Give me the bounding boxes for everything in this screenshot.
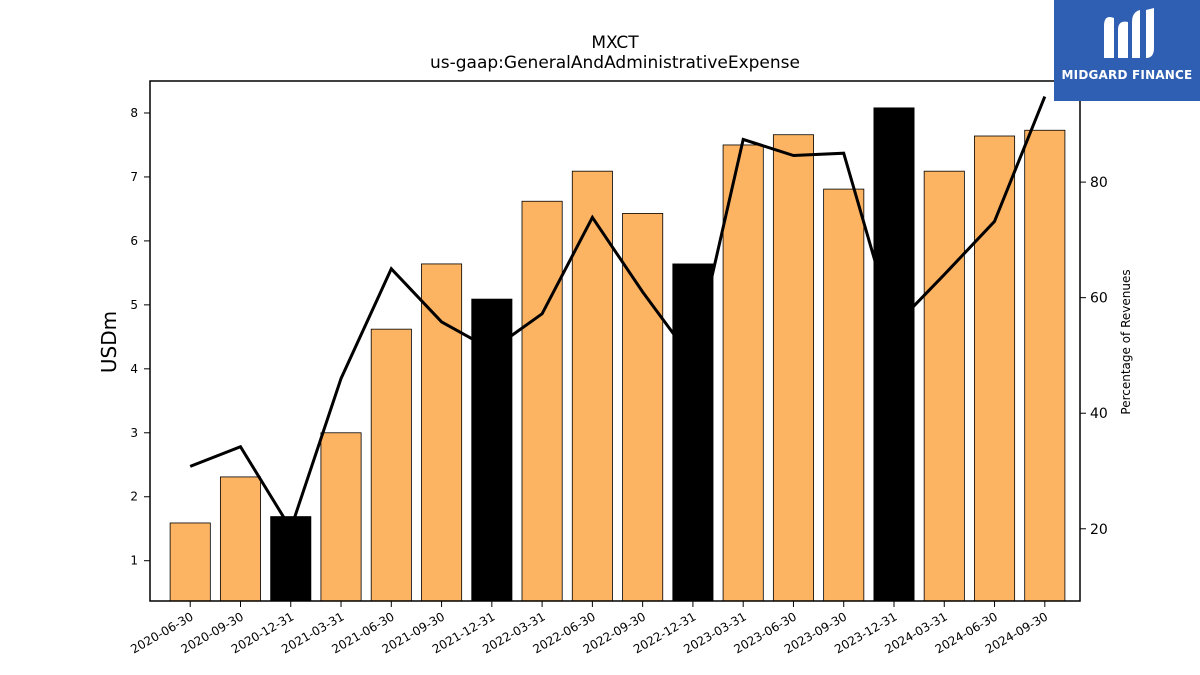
y-tick-label: 7: [130, 170, 138, 184]
y-axis-label: USDm: [97, 311, 121, 373]
percentage-line: [189, 96, 1047, 533]
bar-2021-12-31: [471, 298, 513, 602]
bar-2020-06-30: [169, 522, 211, 602]
y-tick-label: 6: [130, 234, 138, 248]
chart-subtitle: us-gaap:GeneralAndAdministrativeExpense: [430, 53, 800, 73]
line-group: [189, 96, 1047, 533]
bar-2021-09-30: [421, 263, 463, 602]
y-tick-label: 5: [130, 298, 138, 312]
bar-2023-09-30: [823, 188, 865, 602]
bar-2023-06-30: [772, 134, 814, 602]
y2-tick-label: 20: [1090, 522, 1108, 538]
bar-2023-03-31: [722, 144, 764, 602]
bar-2021-06-30: [370, 328, 412, 602]
y2-tick-label: 80: [1090, 175, 1108, 191]
bar-2022-09-30: [622, 212, 664, 602]
bar-2020-09-30: [219, 476, 261, 602]
y2-tick-label: 40: [1090, 406, 1108, 422]
y2-tick-label: 60: [1090, 291, 1108, 307]
y-tick-label: 3: [130, 426, 138, 440]
bars-group: [169, 107, 1066, 602]
chart-title: MXCT: [591, 33, 639, 53]
bar-2024-06-30: [974, 135, 1016, 602]
bar-2022-12-31: [672, 263, 714, 602]
y-tick-label: 2: [130, 490, 138, 504]
plot-frame: [149, 80, 1081, 602]
bar-2021-03-31: [320, 432, 362, 602]
bar-2022-03-31: [521, 200, 563, 602]
y2-axis-label: Percentage of Revenues: [1119, 269, 1133, 414]
y-tick-label: 8: [130, 106, 138, 120]
midgard-finance-logo: MIDGARD FINANCE: [1054, 0, 1200, 101]
y-tick-label: 4: [130, 362, 138, 376]
logo-text: MIDGARD FINANCE: [1061, 68, 1193, 82]
bar-2024-03-31: [923, 170, 965, 602]
bar-2024-09-30: [1024, 129, 1066, 602]
y-tick-label: 1: [130, 554, 138, 568]
bar-2023-12-31: [873, 107, 915, 602]
logo-mark-icon: [1104, 8, 1154, 58]
